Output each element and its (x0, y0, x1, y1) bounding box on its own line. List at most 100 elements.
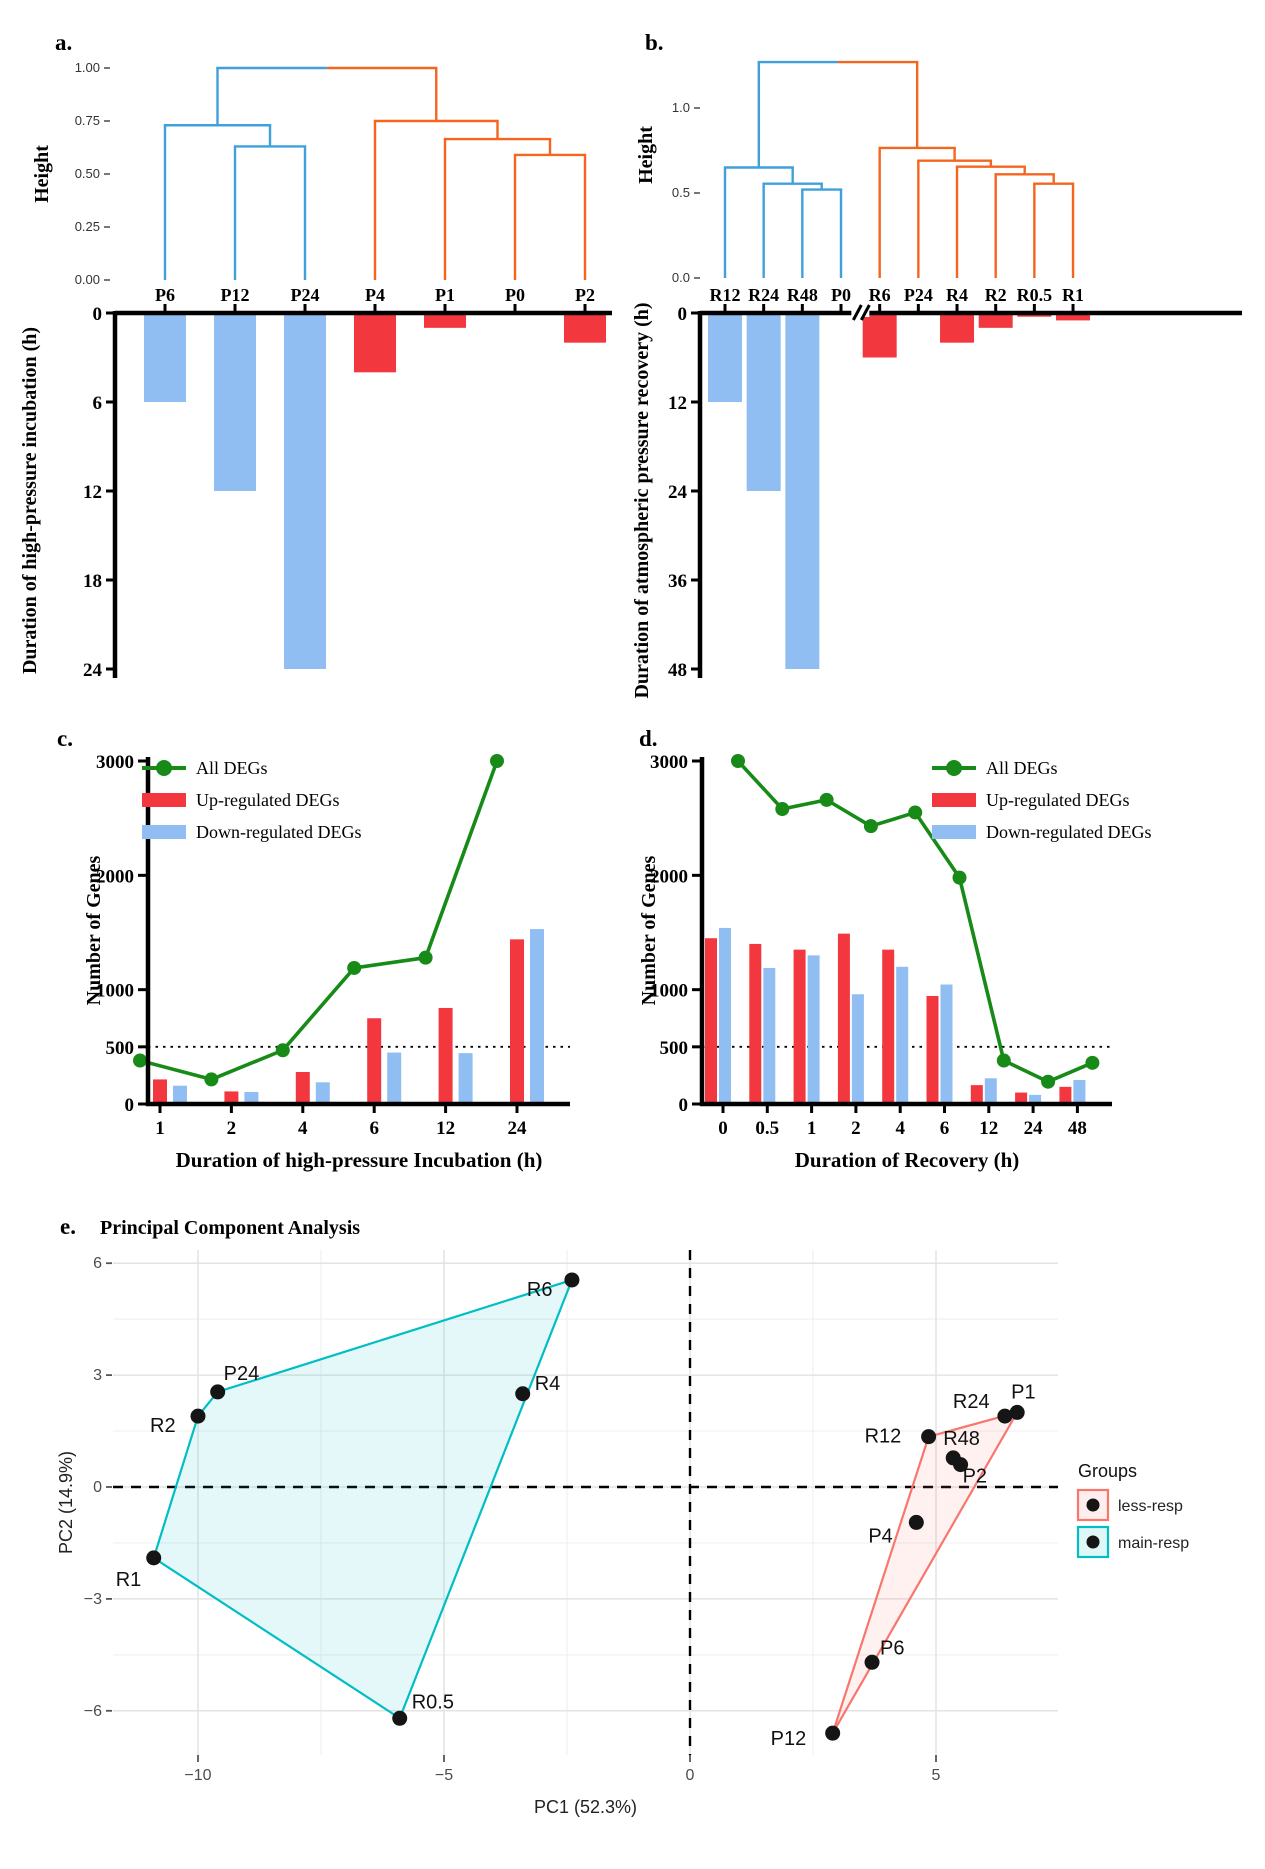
bar-down-48 (1073, 1079, 1086, 1104)
all-degs-point-24 (490, 754, 504, 769)
point-R0.5 (392, 1710, 408, 1726)
bar-down-2 (851, 994, 864, 1104)
point-label-R48: R48 (943, 1428, 980, 1450)
x-tick-label: 6 (940, 1118, 950, 1139)
x-axis-title: PC1 (52.3%) (534, 1797, 637, 1817)
point-R12 (921, 1429, 937, 1445)
legend-label-down: Down-regulated DEGs (196, 822, 361, 842)
bar-down-24 (530, 929, 544, 1104)
all-degs-point-12 (418, 950, 433, 965)
dendro-tick-label: 0.75 (75, 113, 100, 128)
y-tick-label: 0 (679, 1095, 689, 1116)
all-degs-point-4 (908, 805, 923, 820)
bar-P4 (354, 313, 396, 373)
y-tick-label: 2000 (650, 866, 688, 887)
leaf-label: R24 (748, 285, 779, 305)
y-tick-label: 12 (668, 393, 687, 414)
point-label-R6: R6 (527, 1279, 553, 1301)
dendro-tick-label: 0.25 (75, 219, 100, 234)
legend-label-all: All DEGs (986, 758, 1058, 778)
y-tick-label: 0 (125, 1095, 135, 1116)
dendro-tick-label: 1.0 (672, 100, 690, 115)
bar-up-48 (1059, 1086, 1072, 1104)
y-tick-label: 6 (93, 393, 103, 414)
dendro-axis-title: Height (31, 145, 53, 203)
x-tick-label: 4 (895, 1118, 905, 1139)
x-tick-label: 1 (155, 1118, 165, 1139)
y-tick-label: 3 (93, 1367, 102, 1384)
all-degs-line (139, 760, 499, 1082)
x-axis-title: Duration of Recovery (h) (795, 1148, 1020, 1172)
panel-label-c: c. (57, 726, 73, 751)
point-label-P6: P6 (880, 1637, 904, 1659)
legend-line-dot (946, 760, 962, 776)
bar-up-2 (224, 1091, 239, 1104)
bar-axis-title: Duration of atmospheric pressure recover… (631, 302, 653, 698)
leaf-label: R2 (985, 285, 1007, 305)
point-label-R4: R4 (535, 1373, 561, 1395)
bar-down-0.5 (763, 967, 776, 1104)
panel-a: 1.00 0.75 0.50 0.25 0.00 Height P6 P12 P24 P4 P1 P0… (19, 60, 612, 681)
point-label-R1: R1 (116, 1569, 142, 1591)
all-degs-point-2 (204, 1072, 219, 1087)
all-degs-point-2 (863, 819, 878, 834)
point-label-R24: R24 (953, 1391, 990, 1413)
point-label-P24: P24 (224, 1363, 260, 1385)
bar-up-1 (153, 1079, 167, 1104)
leaf-label: P12 (221, 285, 250, 305)
leaf-label: R0.5 (1017, 285, 1053, 305)
leaf-label: P2 (575, 285, 595, 305)
axis-break-slash (852, 304, 863, 321)
legend-label-less-resp: less-resp (1118, 1498, 1183, 1515)
bar-up-0 (705, 938, 717, 1104)
leaf-label: R48 (787, 285, 818, 305)
y-tick-label: 36 (668, 571, 687, 592)
bar-up-24 (510, 939, 524, 1104)
bar-up-4 (882, 949, 895, 1104)
legend-down-swatch (142, 825, 186, 839)
all-degs-point-1 (819, 792, 834, 807)
leaf-label: P24 (904, 285, 933, 305)
all-degs-point-6 (952, 870, 967, 885)
leaf-label: P0 (831, 285, 851, 305)
dendro-tick-label: 0.00 (75, 272, 100, 287)
y-tick-label: 18 (83, 571, 102, 592)
y-tick-label: 48 (668, 660, 687, 681)
bar-down-4 (896, 966, 909, 1104)
bar-up-12 (438, 1007, 453, 1104)
all-degs-point-0 (731, 754, 745, 769)
point-R2 (190, 1408, 206, 1424)
y-axis-title: PC2 (14.9%) (56, 1451, 76, 1554)
legend-down-swatch (932, 825, 976, 839)
y-axis-title: Number of Genes (83, 855, 105, 1005)
x-tick-label: 24 (508, 1118, 528, 1139)
dendro-tick-label: 0.50 (75, 166, 100, 181)
point-P4 (908, 1514, 924, 1530)
x-tick-label: 2 (851, 1118, 861, 1139)
legend-title: Groups (1078, 1461, 1137, 1481)
bar-R1 (1056, 313, 1091, 321)
legend-up-swatch (142, 793, 186, 807)
all-degs-point-48 (1085, 1055, 1100, 1070)
y-tick-label: 24 (83, 660, 103, 681)
bar-down-2 (244, 1091, 259, 1104)
y-tick-label: 0 (678, 304, 688, 325)
leaf-label: R1 (1062, 285, 1084, 305)
leaf-label: R6 (869, 285, 891, 305)
leaf-label: P6 (155, 285, 175, 305)
point-R4 (515, 1386, 531, 1402)
bar-R4 (940, 313, 975, 343)
dendro-tick-label: 0.0 (672, 270, 690, 285)
x-tick-label: 4 (298, 1118, 308, 1139)
point-label-R0.5: R0.5 (412, 1691, 454, 1713)
x-tick-label: 0.5 (755, 1118, 779, 1139)
point-R6 (564, 1272, 580, 1288)
point-R24 (997, 1408, 1013, 1424)
panel-label-e: e. (60, 1214, 76, 1239)
dendro-tick-label: 0.5 (672, 185, 690, 200)
x-tick-label: 0 (686, 1767, 695, 1784)
y-axis-title: Number of Genes (638, 855, 660, 1005)
point-label-R12: R12 (865, 1426, 902, 1448)
dendro-axis-title: Height (635, 126, 657, 184)
